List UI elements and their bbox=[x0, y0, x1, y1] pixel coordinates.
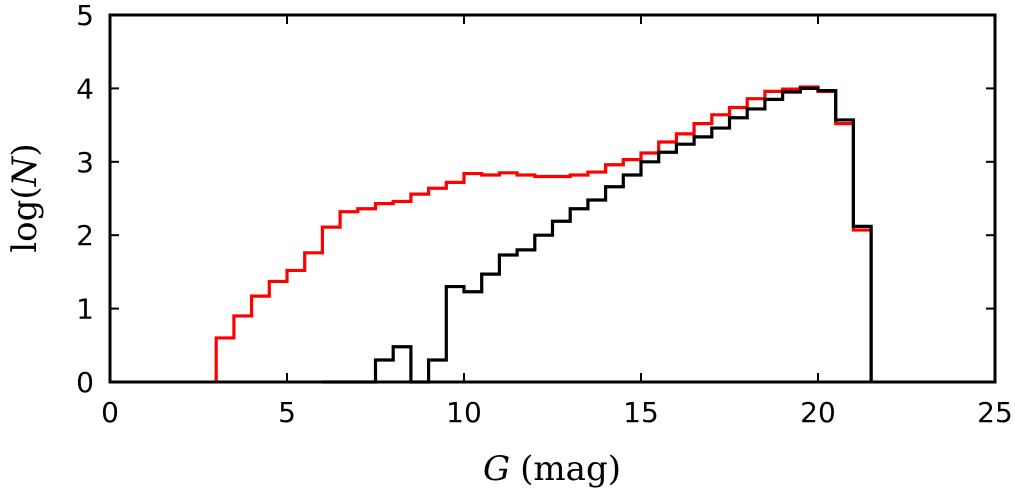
y-tick-label: 3 bbox=[76, 146, 94, 179]
y-tick-label: 2 bbox=[76, 219, 94, 252]
x-tick-label: 20 bbox=[800, 396, 836, 429]
x-tick-label: 10 bbox=[446, 396, 482, 429]
y-tick-label: 4 bbox=[76, 72, 94, 105]
y-axis-label-close: ) bbox=[5, 143, 45, 156]
x-tick-label: 15 bbox=[623, 396, 659, 429]
x-axis-label-unit: (mag) bbox=[520, 449, 621, 489]
x-tick-label: 5 bbox=[278, 396, 296, 429]
y-tick-labels: 0 1 2 3 4 5 bbox=[76, 0, 94, 399]
y-tick-label: 5 bbox=[76, 0, 94, 32]
x-axis-label-var: G bbox=[483, 449, 510, 489]
y-axis-label: log(N) bbox=[5, 143, 45, 252]
plot-frame bbox=[108, 13, 997, 384]
series-layer bbox=[214, 85, 873, 384]
series-black-histogram bbox=[322, 86, 873, 384]
x-tick-label: 25 bbox=[977, 396, 1013, 429]
tick-layer bbox=[109, 14, 996, 383]
x-axis-label: G (mag) bbox=[483, 449, 621, 489]
y-tick-label: 1 bbox=[76, 293, 94, 326]
y-axis-label-var: N bbox=[5, 155, 45, 187]
series-red-histogram bbox=[214, 85, 873, 382]
x-tick-labels: 0 5 10 15 20 25 bbox=[101, 396, 1013, 429]
y-axis-label-func: log( bbox=[5, 186, 45, 252]
y-tick-label: 0 bbox=[76, 366, 94, 399]
x-tick-label: 0 bbox=[101, 396, 119, 429]
